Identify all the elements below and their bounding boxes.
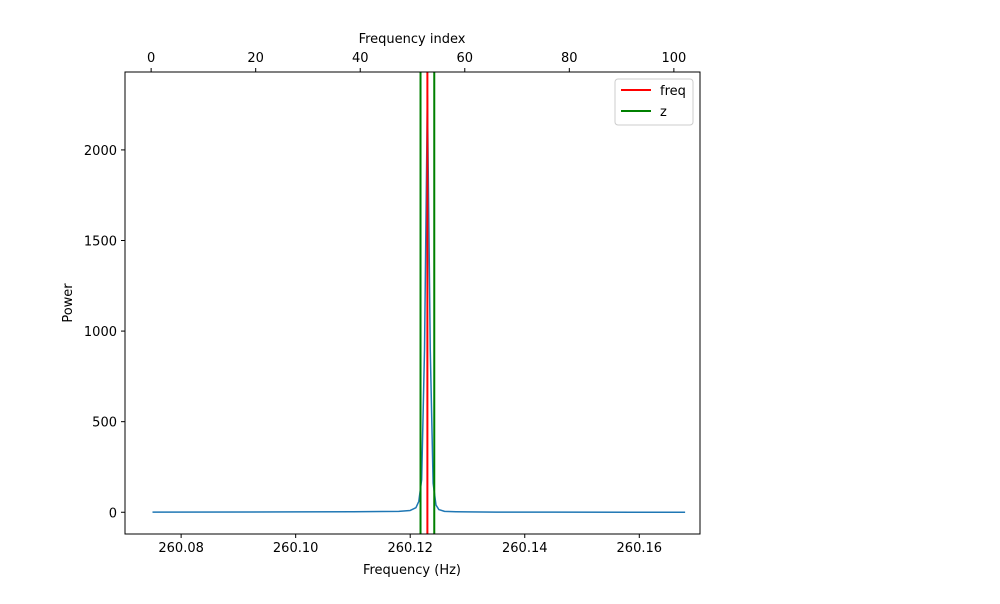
legend: freq z: [614, 78, 694, 126]
x-axis-bottom: 260.08 260.10 260.12 260.14 260.16: [158, 534, 662, 556]
top-x-tick-label: 100: [661, 51, 686, 66]
top-x-tick-label: 40: [352, 51, 369, 66]
y-axis-label: Power: [61, 283, 76, 323]
y-tick-label: 1500: [84, 234, 117, 249]
y-tick-label: 500: [92, 416, 117, 431]
legend-label-z: z: [660, 105, 667, 120]
top-x-tick-label: 0: [147, 51, 155, 66]
x-tick-label: 260.08: [158, 541, 204, 556]
top-x-tick-label: 80: [561, 51, 578, 66]
y-axis-left: 0 500 1000 1500 2000: [84, 144, 125, 521]
x-tick-label: 260.10: [273, 541, 319, 556]
plot-frame: [124, 71, 701, 535]
y-tick-label: 1000: [84, 325, 117, 340]
x-tick-label: 260.16: [617, 541, 663, 556]
x-axis-top: 0 20 40 60 80 100: [147, 51, 686, 72]
y-tick-label: 2000: [84, 144, 117, 159]
legend-label-freq: freq: [660, 84, 686, 99]
top-x-tick-label: 60: [456, 51, 473, 66]
x-tick-label: 260.12: [387, 541, 433, 556]
power-series-line: [152, 94, 686, 514]
plot-layer: [152, 72, 686, 534]
top-x-axis-label: Frequency index: [359, 32, 466, 47]
y-tick-label: 0: [109, 506, 117, 521]
x-axis-label: Frequency (Hz): [363, 563, 461, 578]
top-x-tick-label: 20: [247, 51, 264, 66]
x-tick-label: 260.14: [502, 541, 548, 556]
